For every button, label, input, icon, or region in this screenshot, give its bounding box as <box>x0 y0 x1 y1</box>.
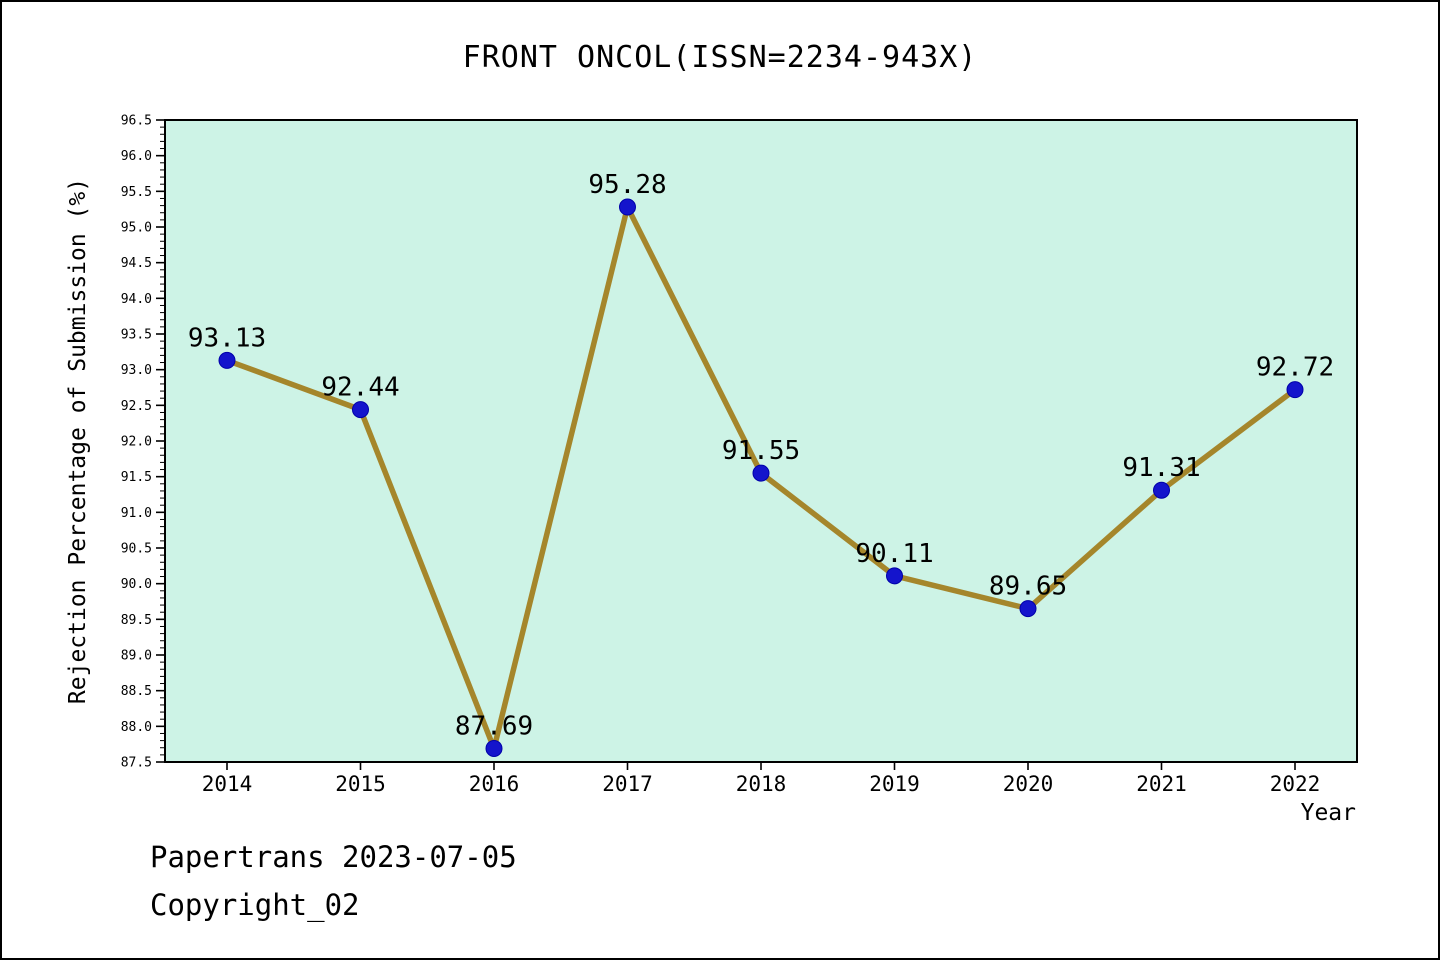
y-tick-label: 91.5 <box>121 470 152 485</box>
data-point <box>752 464 770 482</box>
data-point <box>1153 481 1170 499</box>
data-point <box>619 198 636 216</box>
y-tick-label: 96.0 <box>121 149 152 164</box>
data-point <box>485 739 503 757</box>
x-tick-label: 2020 <box>1003 772 1054 796</box>
point-label: 90.11 <box>855 539 933 569</box>
point-label: 92.44 <box>321 373 399 403</box>
y-tick-label: 88.5 <box>121 684 152 699</box>
y-tick-label: 90.0 <box>121 577 152 592</box>
x-tick-label: 2018 <box>736 772 787 796</box>
y-tick-label: 91.0 <box>121 506 152 521</box>
x-axis-label: Year <box>1300 800 1356 826</box>
y-tick-label: 94.5 <box>121 256 152 271</box>
chart-title: FRONT ONCOL(ISSN=2234-943X) <box>462 40 978 75</box>
x-tick-label: 2019 <box>869 772 920 796</box>
y-tick-label: 92.5 <box>121 399 152 414</box>
x-tick-label: 2017 <box>602 772 653 796</box>
y-tick-label: 89.5 <box>121 613 152 628</box>
data-point <box>1019 600 1037 618</box>
y-tick-label: 87.5 <box>121 756 152 771</box>
x-tick-label: 2016 <box>469 772 520 796</box>
point-label: 89.65 <box>989 572 1067 602</box>
y-tick-label: 89.0 <box>121 649 152 664</box>
point-label: 95.28 <box>588 170 666 200</box>
footer-copyright: Copyright_02 <box>150 888 360 922</box>
y-tick-label: 92.0 <box>121 435 152 450</box>
data-point <box>886 567 903 585</box>
point-label: 92.72 <box>1256 353 1334 383</box>
point-label: 93.13 <box>188 323 266 353</box>
footer-source: Papertrans 2023-07-05 <box>150 840 517 874</box>
x-tick-label: 2021 <box>1136 772 1187 796</box>
data-point <box>352 401 369 419</box>
point-label: 91.31 <box>1122 453 1200 483</box>
y-tick-label: 94.0 <box>121 292 152 307</box>
y-tick-label: 95.0 <box>121 221 152 236</box>
y-tick-label: 95.5 <box>121 185 152 200</box>
point-label: 87.69 <box>455 711 533 741</box>
x-tick-label: 2015 <box>335 772 386 796</box>
y-tick-label: 93.0 <box>121 363 152 378</box>
y-tick-label: 90.5 <box>121 542 152 557</box>
plot-area <box>164 119 1358 763</box>
x-tick-label: 2022 <box>1270 772 1321 796</box>
x-tick-label: 2014 <box>202 772 253 796</box>
point-label: 91.55 <box>722 436 800 466</box>
y-tick-label: 93.5 <box>121 328 152 343</box>
data-point <box>1286 381 1304 399</box>
data-point <box>218 351 236 369</box>
y-tick-label: 88.0 <box>121 720 152 735</box>
y-tick-label: 96.5 <box>121 114 152 129</box>
